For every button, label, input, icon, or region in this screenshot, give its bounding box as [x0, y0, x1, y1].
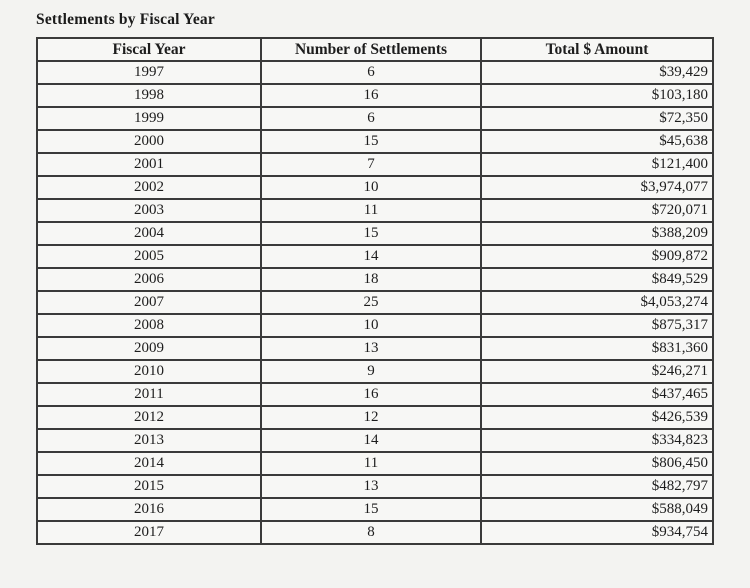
fiscal-year-cell: 1998	[36, 83, 262, 108]
total-amount-cell: $388,209	[480, 221, 714, 246]
num-settlements-cell: 11	[260, 451, 482, 476]
num-settlements-cell: 10	[260, 313, 482, 338]
fiscal-year-cell: 2006	[36, 267, 262, 292]
table-row: 2006 18 $849,529	[36, 267, 714, 292]
num-settlements-cell: 14	[260, 244, 482, 269]
page-title: Settlements by Fiscal Year	[36, 11, 215, 28]
table-row: 2016 15 $588,049	[36, 497, 714, 522]
num-settlements-cell: 10	[260, 175, 482, 200]
table-row: 2013 14 $334,823	[36, 428, 714, 453]
table-row: 2004 15 $388,209	[36, 221, 714, 246]
table-row: 2014 11 $806,450	[36, 451, 714, 476]
num-settlements-cell: 6	[260, 60, 482, 85]
total-amount-cell: $934,754	[480, 520, 714, 545]
num-settlements-cell: 16	[260, 83, 482, 108]
header-row: Fiscal Year Number of Settlements Total …	[36, 37, 714, 62]
fiscal-year-cell: 2013	[36, 428, 262, 453]
table-row: 2012 12 $426,539	[36, 405, 714, 430]
total-amount-cell: $3,974,077	[480, 175, 714, 200]
num-settlements-cell: 7	[260, 152, 482, 177]
fiscal-year-cell: 2002	[36, 175, 262, 200]
table-row: 2017 8 $934,754	[36, 520, 714, 545]
fiscal-year-cell: 2010	[36, 359, 262, 384]
num-settlements-cell: 13	[260, 474, 482, 499]
fiscal-year-cell: 2001	[36, 152, 262, 177]
fiscal-year-cell: 2004	[36, 221, 262, 246]
table-row: 2001 7 $121,400	[36, 152, 714, 177]
num-settlements-cell: 6	[260, 106, 482, 131]
num-settlements-cell: 15	[260, 221, 482, 246]
num-settlements-cell: 18	[260, 267, 482, 292]
total-amount-cell: $39,429	[480, 60, 714, 85]
table-row: 2010 9 $246,271	[36, 359, 714, 384]
total-amount-cell: $849,529	[480, 267, 714, 292]
fiscal-year-cell: 2000	[36, 129, 262, 154]
table-row: 2002 10 $3,974,077	[36, 175, 714, 200]
fiscal-year-cell: 2011	[36, 382, 262, 407]
table-row: 2005 14 $909,872	[36, 244, 714, 269]
header-number-of-settlements: Number of Settlements	[260, 37, 482, 62]
num-settlements-cell: 15	[260, 129, 482, 154]
header-fiscal-year: Fiscal Year	[36, 37, 262, 62]
total-amount-cell: $720,071	[480, 198, 714, 223]
total-amount-cell: $426,539	[480, 405, 714, 430]
total-amount-cell: $806,450	[480, 451, 714, 476]
table-row: 2003 11 $720,071	[36, 198, 714, 223]
num-settlements-cell: 16	[260, 382, 482, 407]
total-amount-cell: $437,465	[480, 382, 714, 407]
total-amount-cell: $482,797	[480, 474, 714, 499]
num-settlements-cell: 25	[260, 290, 482, 315]
fiscal-year-cell: 2017	[36, 520, 262, 545]
fiscal-year-cell: 2016	[36, 497, 262, 522]
table-row: 2015 13 $482,797	[36, 474, 714, 499]
table-row: 2011 16 $437,465	[36, 382, 714, 407]
fiscal-year-cell: 1997	[36, 60, 262, 85]
table-row: 1997 6 $39,429	[36, 60, 714, 85]
fiscal-year-cell: 2007	[36, 290, 262, 315]
fiscal-year-cell: 2009	[36, 336, 262, 361]
table-header: Fiscal Year Number of Settlements Total …	[36, 37, 714, 62]
fiscal-year-cell: 1999	[36, 106, 262, 131]
table-row: 1998 16 $103,180	[36, 83, 714, 108]
num-settlements-cell: 11	[260, 198, 482, 223]
table-row: 2007 25 $4,053,274	[36, 290, 714, 315]
total-amount-cell: $45,638	[480, 129, 714, 154]
fiscal-year-cell: 2005	[36, 244, 262, 269]
total-amount-cell: $334,823	[480, 428, 714, 453]
total-amount-cell: $246,271	[480, 359, 714, 384]
num-settlements-cell: 8	[260, 520, 482, 545]
num-settlements-cell: 9	[260, 359, 482, 384]
num-settlements-cell: 12	[260, 405, 482, 430]
total-amount-cell: $909,872	[480, 244, 714, 269]
fiscal-year-cell: 2014	[36, 451, 262, 476]
total-amount-cell: $831,360	[480, 336, 714, 361]
settlements-table: Fiscal Year Number of Settlements Total …	[36, 37, 714, 545]
total-amount-cell: $121,400	[480, 152, 714, 177]
fiscal-year-cell: 2003	[36, 198, 262, 223]
fiscal-year-cell: 2008	[36, 313, 262, 338]
num-settlements-cell: 13	[260, 336, 482, 361]
num-settlements-cell: 15	[260, 497, 482, 522]
total-amount-cell: $103,180	[480, 83, 714, 108]
num-settlements-cell: 14	[260, 428, 482, 453]
header-total-amount: Total $ Amount	[480, 37, 714, 62]
total-amount-cell: $4,053,274	[480, 290, 714, 315]
table-row: 2008 10 $875,317	[36, 313, 714, 338]
total-amount-cell: $72,350	[480, 106, 714, 131]
fiscal-year-cell: 2012	[36, 405, 262, 430]
table-row: 1999 6 $72,350	[36, 106, 714, 131]
table-row: 2000 15 $45,638	[36, 129, 714, 154]
fiscal-year-cell: 2015	[36, 474, 262, 499]
total-amount-cell: $875,317	[480, 313, 714, 338]
table-body: 1997 6 $39,429 1998 16 $103,180 1999 6 $72,350 20…	[36, 60, 714, 545]
total-amount-cell: $588,049	[480, 497, 714, 522]
table-row: 2009 13 $831,360	[36, 336, 714, 361]
